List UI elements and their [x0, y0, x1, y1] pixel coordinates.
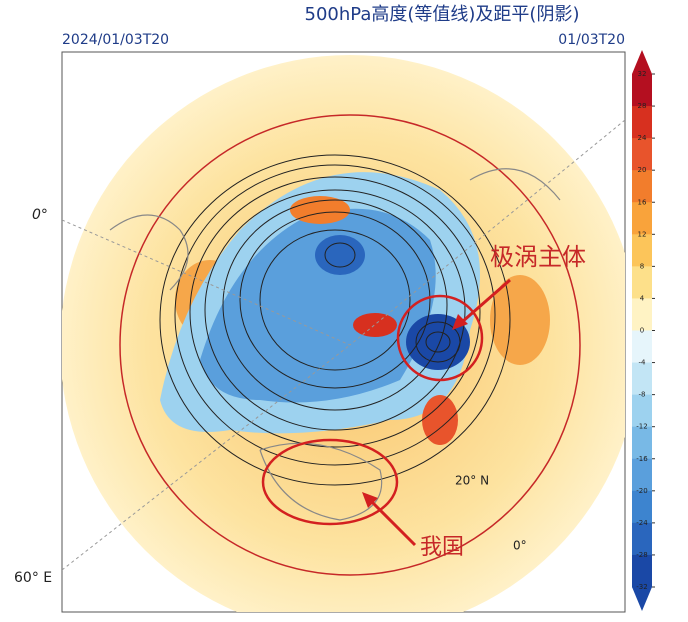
- colorbar-label: 0: [640, 327, 644, 335]
- arrow-head: [452, 314, 468, 330]
- anomaly: [353, 313, 397, 337]
- colorbar: 32 28 24 20 16 12 8 4 0 -4 -8 -12 -16 -20 -24 -28 -32: [632, 50, 655, 611]
- colorbar-segment: [632, 458, 652, 492]
- right-time: 01/03T20: [558, 32, 625, 48]
- colorbar-segment: [632, 522, 652, 556]
- colorbar-label: -24: [636, 519, 648, 527]
- colorbar-label: 4: [640, 294, 645, 302]
- colorbar-segment: [632, 490, 652, 524]
- colorbar-label: 8: [640, 262, 644, 270]
- colorbar-label: 24: [638, 134, 647, 142]
- left-time: 2024/01/03T20: [62, 32, 169, 48]
- lat-label: 20° N: [455, 474, 489, 488]
- colorbar-segment: [632, 394, 652, 428]
- colorbar-label: 16: [638, 198, 647, 206]
- colorbar-segment: [632, 170, 652, 203]
- colorbar-segment: [632, 74, 652, 107]
- colorbar-segment: [632, 234, 652, 267]
- annotation: 极涡主体: [490, 243, 586, 271]
- colorbar-segment: [632, 330, 652, 364]
- anomaly: [422, 395, 458, 445]
- contours: [159, 154, 511, 486]
- colorbar-label: 32: [638, 70, 647, 78]
- coastlines: [109, 168, 561, 521]
- colorbar-segment: [632, 106, 652, 139]
- colorbar-label: -20: [636, 487, 647, 495]
- anomaly: [315, 235, 365, 275]
- colorbar-label: 20: [638, 166, 647, 174]
- lon-label: 0°: [513, 539, 527, 553]
- anomaly: [490, 275, 550, 365]
- arrow: [461, 278, 511, 324]
- colorbar-label: 28: [638, 102, 647, 110]
- vortex-circle: [396, 294, 484, 382]
- colorbar-segment: [632, 362, 652, 396]
- colorbar-label: 12: [638, 230, 647, 238]
- colorbar-segment: [632, 554, 652, 588]
- colorbar-label: -16: [636, 455, 648, 463]
- arrow: [368, 498, 417, 547]
- colorbar-segment: [632, 202, 652, 235]
- contour-588: [119, 114, 581, 576]
- china-circle: [261, 438, 399, 526]
- colorbar-segment: [632, 266, 652, 299]
- colorbar-label: -8: [639, 391, 646, 399]
- colorbar-label: -28: [636, 551, 647, 559]
- colorbar-segment: [632, 138, 652, 171]
- colorbar-segment: [632, 298, 652, 331]
- colorbar-label: -32: [636, 583, 647, 591]
- arrow-head: [362, 492, 378, 508]
- map-area: [62, 55, 625, 612]
- colorbar-segment: [632, 426, 652, 460]
- graticule: [62, 119, 625, 571]
- colorbar-label: -12: [636, 423, 647, 431]
- anomaly: [200, 208, 436, 403]
- colorbar-top: [632, 50, 652, 74]
- colorbar-label: -4: [639, 359, 647, 367]
- lon-label: 60° E: [14, 570, 52, 586]
- lon-label: 0°: [32, 207, 48, 223]
- colorbar-bottom: [632, 587, 652, 611]
- annotation: 我国: [420, 535, 464, 560]
- title: 500hPa高度(等值线)及距平(阴影): [305, 4, 580, 25]
